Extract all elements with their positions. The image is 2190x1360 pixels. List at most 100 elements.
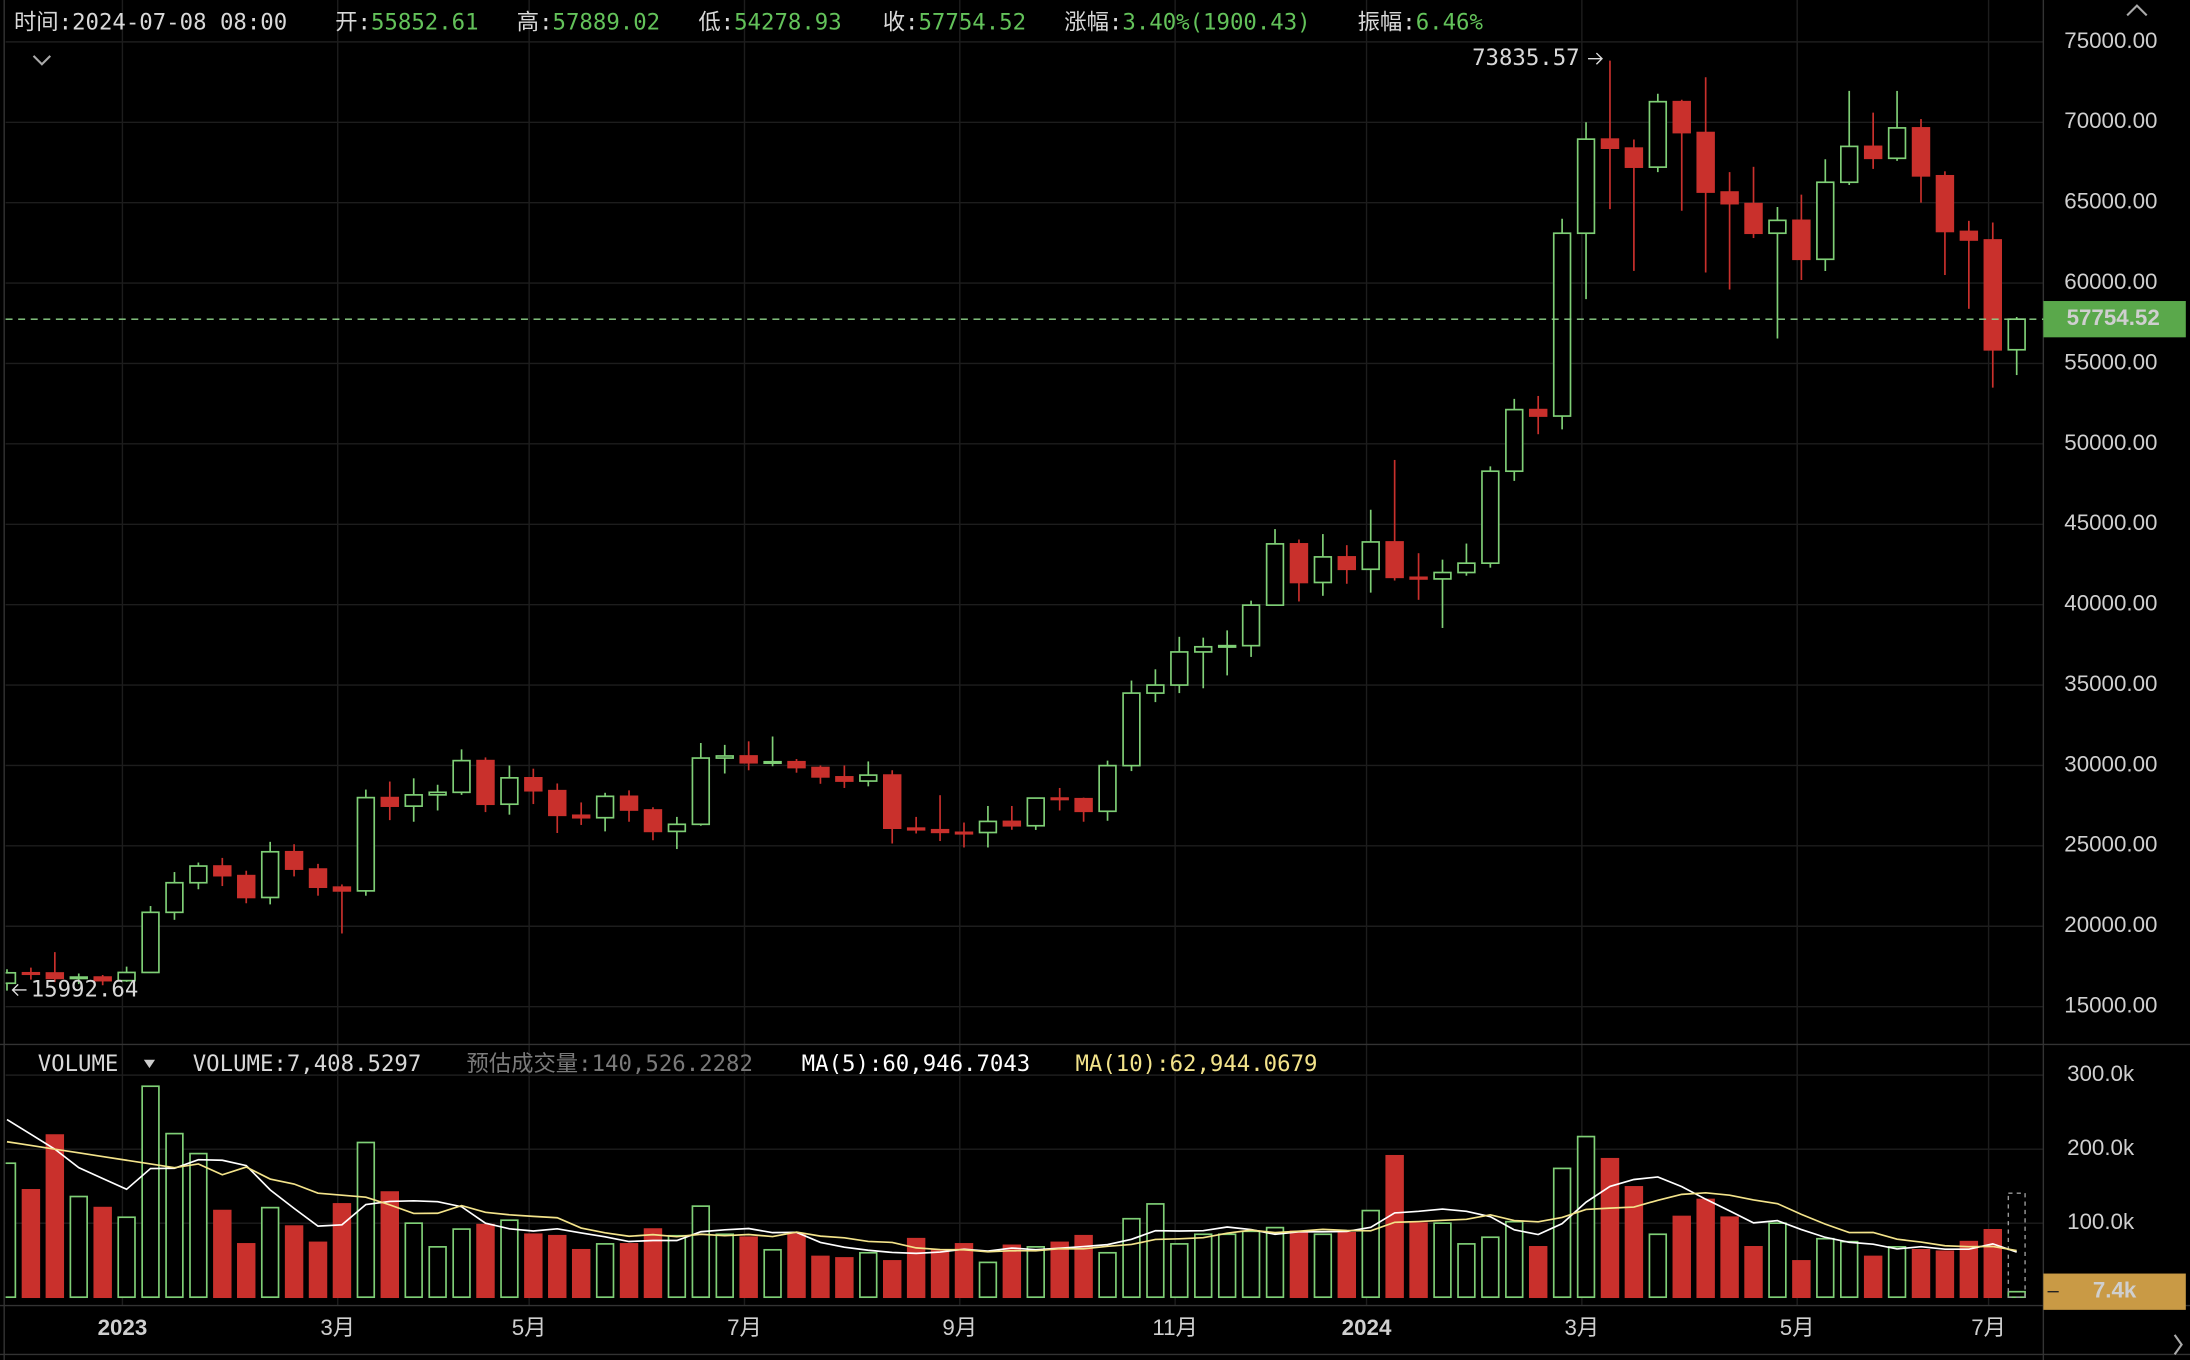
header-value: 57754.52 <box>918 9 1026 35</box>
candle-body <box>1600 138 1620 149</box>
candle-body <box>1361 541 1380 571</box>
volume-bar <box>643 1228 663 1299</box>
volume-bar <box>1217 1233 1237 1299</box>
header-label: 低: <box>698 9 734 35</box>
candle-body <box>1289 543 1309 584</box>
candle-body <box>1911 127 1931 177</box>
volume-bar <box>1792 1260 1811 1299</box>
volume-bar <box>978 1261 998 1299</box>
candle-body <box>1792 219 1811 261</box>
candle-body <box>189 865 208 884</box>
candle-body <box>213 865 232 877</box>
y-tick-label: 55000.00 <box>2064 349 2157 374</box>
scroll-up-icon[interactable] <box>2126 4 2148 17</box>
volume-bar <box>1074 1234 1093 1299</box>
x-tick-label: 5月 <box>512 1315 547 1340</box>
candle-body <box>643 809 663 833</box>
y-tick-label: 60000.00 <box>2064 269 2157 294</box>
candle-body <box>1505 408 1524 473</box>
volume-bar <box>332 1203 352 1299</box>
volume-tag-label: 7.4k <box>2093 1278 2137 1303</box>
volume-bar <box>1720 1216 1739 1299</box>
legend-value: 60,946.7043 <box>882 1050 1030 1076</box>
volume-bar <box>787 1233 806 1299</box>
candle-body <box>1241 604 1261 647</box>
header-value: 57889.02 <box>553 9 661 35</box>
candle-body <box>524 776 543 792</box>
volume-bar <box>2007 1290 2026 1299</box>
volume-bar <box>930 1248 950 1299</box>
volume-bar <box>1313 1233 1333 1299</box>
candle-body <box>595 795 615 819</box>
candle-body <box>356 796 376 892</box>
x-tick-label: 9月 <box>942 1315 977 1340</box>
volume-bar <box>1744 1246 1763 1299</box>
candle-body <box>117 971 136 982</box>
volume-bar <box>1289 1230 1309 1299</box>
volume-tick-label: 100.0k <box>2067 1209 2135 1234</box>
volume-bar <box>356 1141 376 1299</box>
volume-bar <box>5 1162 17 1299</box>
header-value: 54278.93 <box>734 9 842 35</box>
volume-bar <box>284 1225 304 1299</box>
volume-bar <box>1816 1237 1835 1299</box>
volume-title[interactable]: VOLUME <box>38 1050 119 1076</box>
x-tick-label: 3月 <box>320 1315 355 1340</box>
annotation-arrow <box>1588 52 1603 65</box>
volume-bar <box>667 1234 687 1299</box>
header: 时间:2024-07-08 08:00 开:55852.61 高:57889.0… <box>14 9 1484 35</box>
volume-bar <box>1050 1241 1069 1299</box>
volume-bar <box>476 1223 495 1299</box>
candle-body <box>1648 100 1668 168</box>
candle-body <box>1146 684 1165 694</box>
candle-body <box>619 795 639 811</box>
ma-line <box>6 1140 2017 1253</box>
candle-body <box>667 823 687 833</box>
candle-body <box>763 760 782 764</box>
header-label: 涨幅: <box>1064 9 1122 35</box>
volume-bar <box>404 1222 423 1299</box>
volume-bar <box>835 1257 854 1299</box>
volume-bar <box>1194 1233 1213 1299</box>
candle-body <box>308 868 328 889</box>
legend-label: 预估成交量: <box>466 1050 591 1076</box>
candle-body <box>1552 232 1572 417</box>
candle-body <box>5 971 17 985</box>
legend-label: MA(5): <box>802 1050 883 1076</box>
volume-bar <box>1505 1220 1524 1299</box>
candle-body <box>165 881 184 914</box>
dropdown-icon[interactable] <box>143 1059 156 1069</box>
candle-body <box>1217 644 1237 648</box>
candle-body <box>284 850 304 870</box>
volume-bar <box>882 1260 902 1299</box>
legend-label: VOLUME: <box>193 1050 287 1076</box>
volume-bar <box>1840 1240 1859 1299</box>
collapse-icon[interactable] <box>32 55 52 66</box>
candle-body <box>452 759 471 794</box>
volume-bar <box>1361 1209 1380 1299</box>
candle-body <box>1481 470 1500 565</box>
volume-bar <box>1265 1226 1285 1299</box>
legend-value: 140,526.2282 <box>592 1050 753 1076</box>
volume-tick-label: 300.0k <box>2067 1061 2135 1086</box>
candle-body <box>1002 820 1022 827</box>
volume-bar <box>213 1209 232 1299</box>
scroll-right-icon[interactable] <box>2173 1334 2183 1356</box>
volume-bar <box>548 1234 567 1299</box>
candle-body <box>1624 147 1644 168</box>
candle-body <box>1983 239 2002 351</box>
candle-body <box>811 766 830 778</box>
legend-value: 7,408.5297 <box>287 1050 421 1076</box>
volume-bar <box>1337 1231 1357 1299</box>
volume-bar <box>1911 1248 1931 1299</box>
candle-body <box>1098 764 1117 813</box>
candle-body <box>1887 127 1907 160</box>
volume-estimate <box>2007 1192 2026 1298</box>
header-value: 6.46% <box>1416 9 1484 35</box>
volume-tick-label: 200.0k <box>2067 1135 2135 1160</box>
candle-body <box>1696 131 1715 193</box>
volume-bar <box>691 1205 711 1299</box>
y-tick-label: 40000.00 <box>2064 591 2157 616</box>
